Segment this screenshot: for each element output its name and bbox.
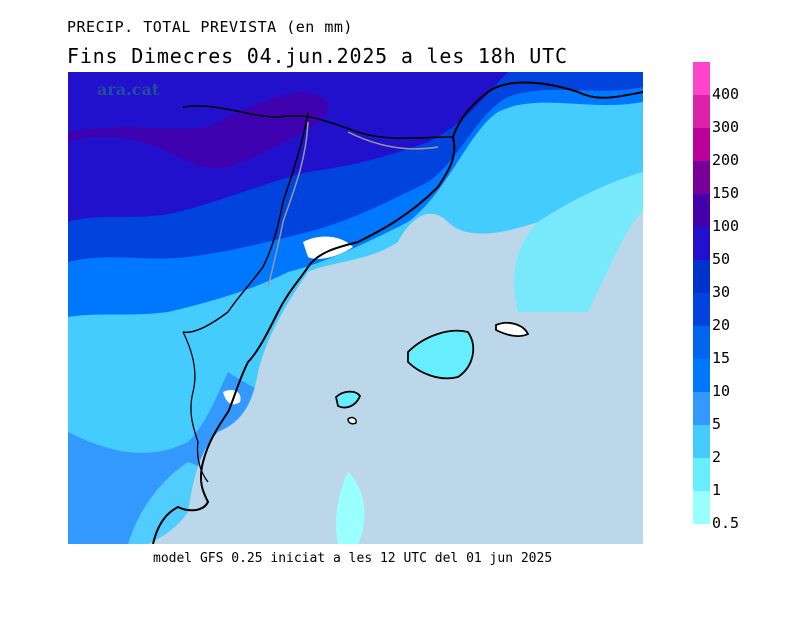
legend-swatch <box>693 161 710 194</box>
no-precip-area <box>303 236 353 259</box>
menorca-island <box>495 321 530 337</box>
legend-swatch <box>693 62 710 95</box>
legend-swatch <box>693 227 710 260</box>
legend-label: 15 <box>712 349 731 367</box>
legend-label: 300 <box>712 118 740 136</box>
legend-swatch <box>693 194 710 227</box>
precip-zone-05-coast <box>514 172 643 312</box>
legend-swatch <box>693 458 710 491</box>
ibiza-island <box>335 390 362 409</box>
valencia-border <box>182 331 209 483</box>
formentera-island <box>347 416 357 425</box>
legend-label: 10 <box>712 382 731 400</box>
ara-cat-logo: ara.cat <box>97 80 160 99</box>
map-title: PRECIP. TOTAL PREVISTA (en mm) <box>67 18 353 36</box>
legend-label: 30 <box>712 283 731 301</box>
legend-swatch <box>693 326 710 359</box>
model-footer: model GFS 0.25 iniciat a les 12 UTC del … <box>153 551 553 566</box>
legend-swatch <box>693 392 710 425</box>
legend-label: 2 <box>712 448 722 466</box>
legend-swatch <box>693 359 710 392</box>
legend-swatch <box>693 425 710 458</box>
precipitation-map <box>68 72 643 544</box>
legend-label: 100 <box>712 217 740 235</box>
precip-zone-100 <box>68 72 508 222</box>
legend-label: 400 <box>712 85 740 103</box>
legend-label: 50 <box>712 250 731 268</box>
legend-label: 5 <box>712 415 722 433</box>
legend-swatch <box>693 491 710 524</box>
legend-label: 20 <box>712 316 731 334</box>
legend-label: 150 <box>712 184 740 202</box>
precip-zone-150 <box>68 92 329 169</box>
catalonia-border <box>182 111 309 334</box>
legend-label: 0.5 <box>712 514 740 532</box>
coastline <box>152 81 643 544</box>
legend-swatch <box>693 260 710 293</box>
legend-swatch <box>693 95 710 128</box>
france-spain-border <box>182 105 454 139</box>
legend-label: 1 <box>712 481 722 499</box>
legend-label: 200 <box>712 151 740 169</box>
mallorca-island <box>407 329 475 380</box>
map-subtitle: Fins Dimecres 04.jun.2025 a les 18h UTC <box>67 44 568 68</box>
regional-border-grey <box>267 121 439 288</box>
legend-swatch <box>693 128 710 161</box>
legend-swatch <box>693 293 710 326</box>
precip-zone-05-south <box>336 472 365 544</box>
